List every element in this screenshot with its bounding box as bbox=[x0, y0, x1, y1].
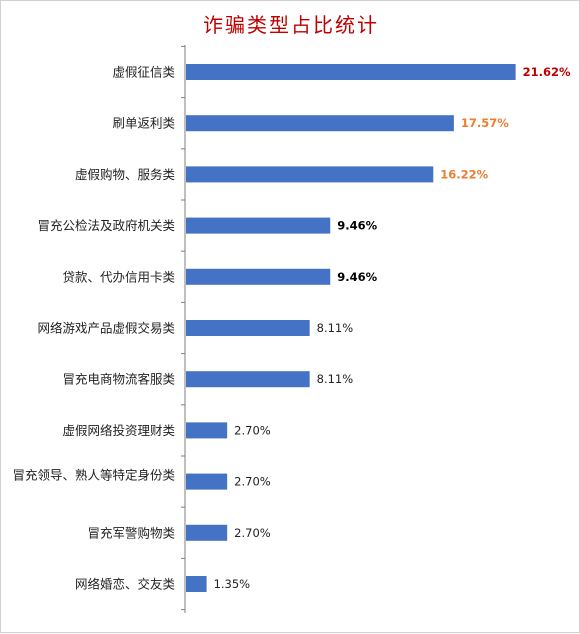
category-label: 冒充电商物流客服类 bbox=[62, 372, 175, 387]
bar bbox=[186, 166, 434, 183]
category-label: 刷单返利类 bbox=[112, 116, 175, 131]
value-label: 8.11% bbox=[317, 372, 354, 386]
value-label: 2.70% bbox=[234, 526, 271, 540]
value-label: 16.22% bbox=[440, 167, 488, 181]
value-label: 2.70% bbox=[234, 423, 271, 437]
bar bbox=[186, 115, 454, 132]
value-label: 21.62% bbox=[523, 65, 571, 79]
value-label: 2.70% bbox=[234, 475, 271, 489]
bar bbox=[186, 64, 516, 80]
value-label: 1.35% bbox=[214, 577, 251, 591]
bar bbox=[186, 371, 310, 388]
category-label: 冒充军警购物类 bbox=[87, 525, 175, 540]
bar bbox=[186, 217, 331, 234]
chart-title: 诈骗类型占比统计 bbox=[203, 13, 379, 37]
category-label: 冒充领导、熟人等特定身份类 bbox=[12, 468, 175, 483]
value-label: 9.46% bbox=[337, 219, 377, 233]
value-label: 9.46% bbox=[337, 270, 377, 284]
category-label: 冒充公检法及政府机关类 bbox=[37, 218, 175, 233]
category-label: 网络婚恋、交友类 bbox=[75, 577, 176, 592]
category-label: 贷款、代办信用卡类 bbox=[62, 269, 175, 284]
bar bbox=[186, 320, 310, 336]
category-label: 虚假征信类 bbox=[112, 65, 175, 80]
bar bbox=[186, 473, 228, 490]
bar bbox=[186, 524, 228, 541]
value-label: 8.11% bbox=[317, 321, 354, 335]
bar bbox=[186, 422, 228, 439]
category-label: 虚假网络投资理财类 bbox=[62, 423, 175, 438]
bar bbox=[186, 576, 207, 592]
bar bbox=[186, 268, 331, 285]
value-label: 17.57% bbox=[461, 116, 509, 130]
category-label: 虚假购物、服务类 bbox=[75, 167, 176, 182]
category-label: 网络游戏产品虚假交易类 bbox=[37, 321, 175, 336]
